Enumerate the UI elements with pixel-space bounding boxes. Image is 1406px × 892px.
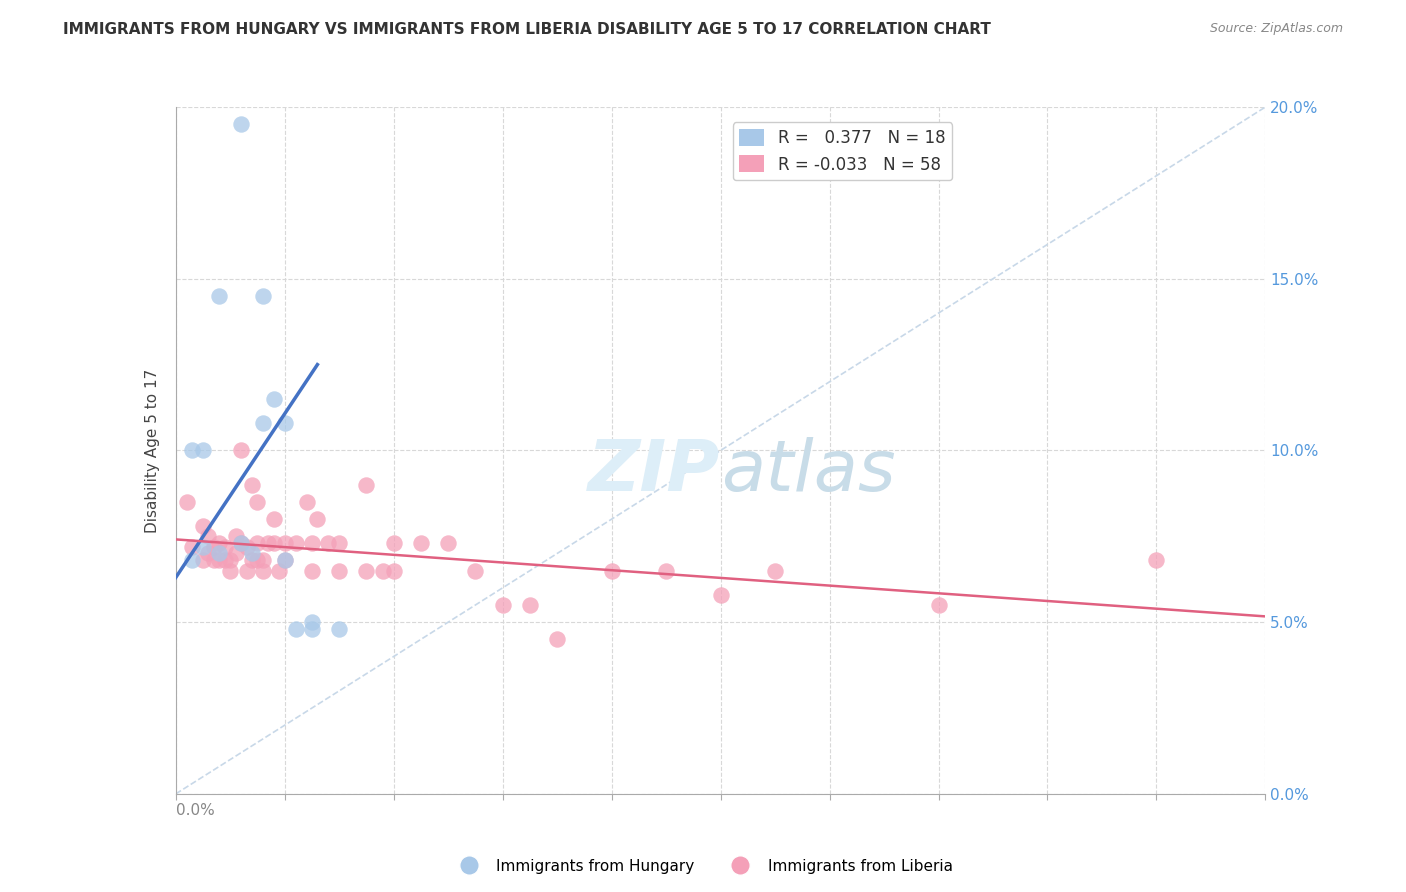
- Point: [235, 540, 257, 554]
- Point: [246, 495, 269, 509]
- Point: [274, 553, 297, 567]
- Point: [191, 443, 214, 458]
- Text: Source: ZipAtlas.com: Source: ZipAtlas.com: [1209, 22, 1343, 36]
- Point: [301, 536, 323, 550]
- Point: [240, 478, 263, 492]
- Point: [231, 536, 253, 550]
- Point: [263, 512, 285, 526]
- Point: [252, 564, 274, 578]
- Point: [546, 632, 568, 647]
- Point: [1144, 553, 1167, 567]
- Point: [307, 512, 329, 526]
- Point: [409, 536, 432, 550]
- Point: [263, 392, 285, 406]
- Point: [301, 622, 323, 636]
- Point: [269, 564, 291, 578]
- Point: [219, 564, 242, 578]
- Point: [274, 553, 297, 567]
- Point: [284, 622, 307, 636]
- Point: [928, 598, 950, 612]
- Point: [191, 540, 214, 554]
- Point: [492, 598, 515, 612]
- Point: [235, 564, 257, 578]
- Point: [208, 536, 231, 550]
- Point: [231, 117, 253, 131]
- Point: [371, 564, 394, 578]
- Point: [301, 564, 323, 578]
- Point: [191, 553, 214, 567]
- Text: 0.0%: 0.0%: [176, 803, 215, 818]
- Point: [328, 536, 350, 550]
- Point: [328, 564, 350, 578]
- Point: [356, 478, 378, 492]
- Legend: R =   0.377   N = 18, R = -0.033   N = 58: R = 0.377 N = 18, R = -0.033 N = 58: [733, 122, 952, 180]
- Point: [181, 443, 204, 458]
- Point: [284, 536, 307, 550]
- Point: [208, 553, 231, 567]
- Point: [214, 553, 236, 567]
- Point: [225, 529, 247, 543]
- Point: [214, 540, 236, 554]
- Point: [208, 289, 231, 303]
- Point: [225, 546, 247, 561]
- Point: [382, 536, 405, 550]
- Point: [197, 529, 219, 543]
- Text: IMMIGRANTS FROM HUNGARY VS IMMIGRANTS FROM LIBERIA DISABILITY AGE 5 TO 17 CORREL: IMMIGRANTS FROM HUNGARY VS IMMIGRANTS FR…: [63, 22, 991, 37]
- Point: [191, 519, 214, 533]
- Y-axis label: Disability Age 5 to 17: Disability Age 5 to 17: [145, 368, 160, 533]
- Point: [252, 289, 274, 303]
- Point: [208, 546, 231, 561]
- Legend: Immigrants from Hungary, Immigrants from Liberia: Immigrants from Hungary, Immigrants from…: [447, 853, 959, 880]
- Point: [301, 615, 323, 630]
- Point: [263, 536, 285, 550]
- Point: [274, 416, 297, 430]
- Point: [252, 553, 274, 567]
- Point: [257, 536, 280, 550]
- Point: [655, 564, 678, 578]
- Point: [181, 540, 204, 554]
- Point: [519, 598, 541, 612]
- Point: [710, 588, 733, 602]
- Point: [231, 443, 253, 458]
- Point: [328, 622, 350, 636]
- Point: [202, 540, 225, 554]
- Point: [437, 536, 460, 550]
- Point: [318, 536, 340, 550]
- Point: [356, 564, 378, 578]
- Point: [763, 564, 786, 578]
- Text: atlas: atlas: [721, 436, 896, 506]
- Point: [240, 553, 263, 567]
- Point: [600, 564, 623, 578]
- Text: ZIP: ZIP: [588, 436, 721, 506]
- Point: [382, 564, 405, 578]
- Point: [246, 553, 269, 567]
- Point: [219, 553, 242, 567]
- Point: [295, 495, 318, 509]
- Point: [240, 546, 263, 561]
- Point: [202, 553, 225, 567]
- Point: [246, 536, 269, 550]
- Point: [231, 536, 253, 550]
- Point: [176, 495, 198, 509]
- Point: [252, 416, 274, 430]
- Point: [274, 536, 297, 550]
- Point: [181, 553, 204, 567]
- Point: [197, 546, 219, 561]
- Point: [464, 564, 486, 578]
